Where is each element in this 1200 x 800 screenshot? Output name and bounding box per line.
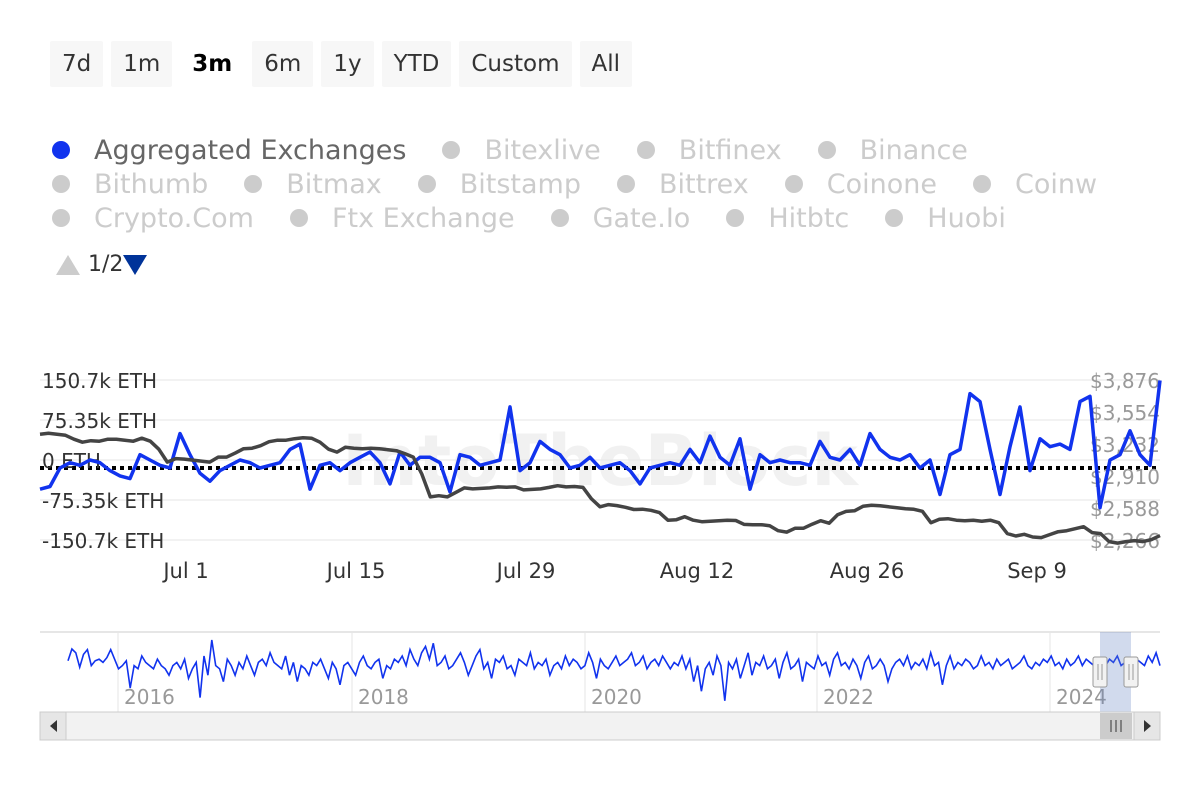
legend-item[interactable]: Aggregated Exchanges [52, 135, 406, 166]
right-tick-label: $3,876 [1090, 369, 1160, 393]
legend-dot-icon [52, 175, 70, 193]
right-tick-label: $3,554 [1090, 401, 1160, 425]
legend-item[interactable]: Bithumb [52, 169, 208, 200]
legend-dot-icon [289, 209, 308, 227]
legend-label: Coinone [826, 168, 938, 200]
scrollbar[interactable] [39, 711, 1161, 741]
legend-item[interactable]: Coinw [973, 169, 1097, 200]
legend-row: Crypto.Com Ftx Exchange Gate.Io Hitbtc Huobi [52, 201, 1152, 235]
legend-label: Ftx Exchange [331, 202, 515, 234]
navigator-tick-label: 2022 [823, 685, 874, 709]
legend-item[interactable]: Hitbtc [726, 203, 849, 234]
legend-item[interactable]: Bitstamp [417, 168, 581, 200]
range-button-ytd[interactable]: YTD [381, 41, 452, 87]
legend-dot-icon [784, 175, 803, 193]
left-tick-label: -150.7k ETH [42, 529, 164, 553]
range-selector: 7d 1m 3m 6m 1y YTD Custom All [50, 41, 633, 87]
scrollbar-track[interactable] [39, 711, 1161, 741]
legend-label: Aggregated Exchanges [94, 134, 407, 166]
legend-pager: 1/2 [56, 252, 148, 277]
legend-label: Bittrex [658, 168, 749, 200]
legend-page-up-icon[interactable] [56, 254, 80, 275]
legend-dot-icon [417, 175, 436, 193]
legend-dot-icon [726, 209, 745, 227]
scroll-right-arrow-icon [1144, 720, 1151, 732]
handle-box[interactable] [1123, 656, 1139, 688]
legend-dot-icon [52, 141, 70, 159]
legend-dot-icon [885, 209, 904, 227]
series-line-netflow [39, 380, 1162, 510]
x-tick-label: Jul 15 [325, 559, 386, 583]
right-tick-label: $2,910 [1090, 465, 1160, 489]
scroll-left-arrow-icon [50, 720, 57, 732]
legend-page-down-icon[interactable] [123, 254, 148, 275]
navigator-line [67, 639, 1161, 701]
legend-row: Aggregated Exchanges Bitexlive Bitfinex Bin… [52, 133, 1152, 167]
handle-box[interactable] [1092, 656, 1108, 688]
x-tick-label: Jul 1 [161, 559, 208, 583]
range-button-all[interactable]: All [579, 41, 633, 87]
legend-dot-icon [973, 175, 992, 193]
legend-label: Coinw [1015, 168, 1098, 200]
legend-dot-icon [244, 175, 263, 193]
left-tick-label: 150.7k ETH [42, 369, 157, 393]
x-tick-label: Jul 29 [495, 559, 556, 583]
range-button-7d[interactable]: 7d [50, 41, 104, 87]
legend-item[interactable]: Bitmax [244, 168, 382, 200]
legend-label: Bitfinex [678, 134, 782, 166]
legend-label: Bitexlive [484, 134, 601, 166]
legend-label: Crypto.Com [94, 202, 254, 234]
left-tick-label: -75.35k ETH [42, 489, 164, 513]
legend-item[interactable]: Crypto.Com [52, 203, 254, 234]
left-tick-label: 75.35k ETH [42, 409, 157, 433]
legend-label: Bithumb [94, 168, 209, 200]
legend-item[interactable]: Ftx Exchange [289, 202, 515, 234]
legend-dot-icon [636, 141, 655, 159]
legend-item[interactable]: Huobi [885, 203, 1006, 234]
legend-item[interactable]: Gate.Io [550, 202, 691, 234]
legend-dot-icon [550, 209, 569, 227]
legend-item[interactable]: Coinone [784, 168, 938, 200]
scroll-left-button[interactable] [39, 711, 67, 741]
legend-label: Huobi [927, 202, 1006, 234]
legend-item[interactable]: Bitexlive [442, 134, 601, 166]
navigator-left-handle[interactable] [1092, 656, 1108, 688]
legend-item[interactable]: Bitfinex [636, 134, 782, 166]
legend-label: Hitbtc [768, 202, 850, 234]
legend-item[interactable]: Binance [817, 134, 968, 166]
x-tick-label: Aug 12 [660, 559, 734, 583]
legend-label: Binance [859, 134, 968, 166]
legend-dot-icon [52, 209, 70, 227]
navigator: 2016 2018 2020 2022 2024 [40, 631, 1161, 712]
navigator-tick-label: 2016 [124, 685, 175, 709]
navigator-tick-label: 2018 [358, 685, 409, 709]
legend-row: Bithumb Bitmax Bitstamp Bittrex Coinone Coinw [52, 167, 1152, 201]
navigator-right-handle[interactable] [1123, 656, 1139, 688]
range-button-1y[interactable]: 1y [321, 41, 374, 87]
legend-label: Bitmax [286, 168, 382, 200]
legend-page-label: 1/2 [88, 252, 124, 277]
navigator-tick-label: 2020 [591, 685, 642, 709]
x-tick-label: Sep 9 [1007, 559, 1067, 583]
navigator-tick-label: 2024 [1056, 685, 1107, 709]
legend-label: Gate.Io [592, 202, 691, 234]
legend-dot-icon [817, 141, 836, 159]
range-button-custom[interactable]: Custom [459, 41, 572, 87]
range-button-1m[interactable]: 1m [111, 41, 173, 87]
x-axis: Jul 1 Jul 15 Jul 29 Aug 12 Aug 26 Sep 9 [161, 559, 1067, 583]
series-group [39, 380, 1162, 545]
legend-dot-icon [442, 141, 461, 159]
series-line-price [39, 431, 1161, 545]
range-button-6m[interactable]: 6m [252, 41, 314, 87]
legend-label: Bitstamp [459, 168, 581, 200]
legend: Aggregated Exchanges Bitexlive Bitfinex Bin… [52, 133, 1152, 235]
legend-item[interactable]: Bittrex [616, 168, 749, 200]
legend-dot-icon [616, 175, 635, 193]
range-button-3m[interactable]: 3m [180, 41, 245, 87]
x-tick-label: Aug 26 [830, 559, 904, 583]
